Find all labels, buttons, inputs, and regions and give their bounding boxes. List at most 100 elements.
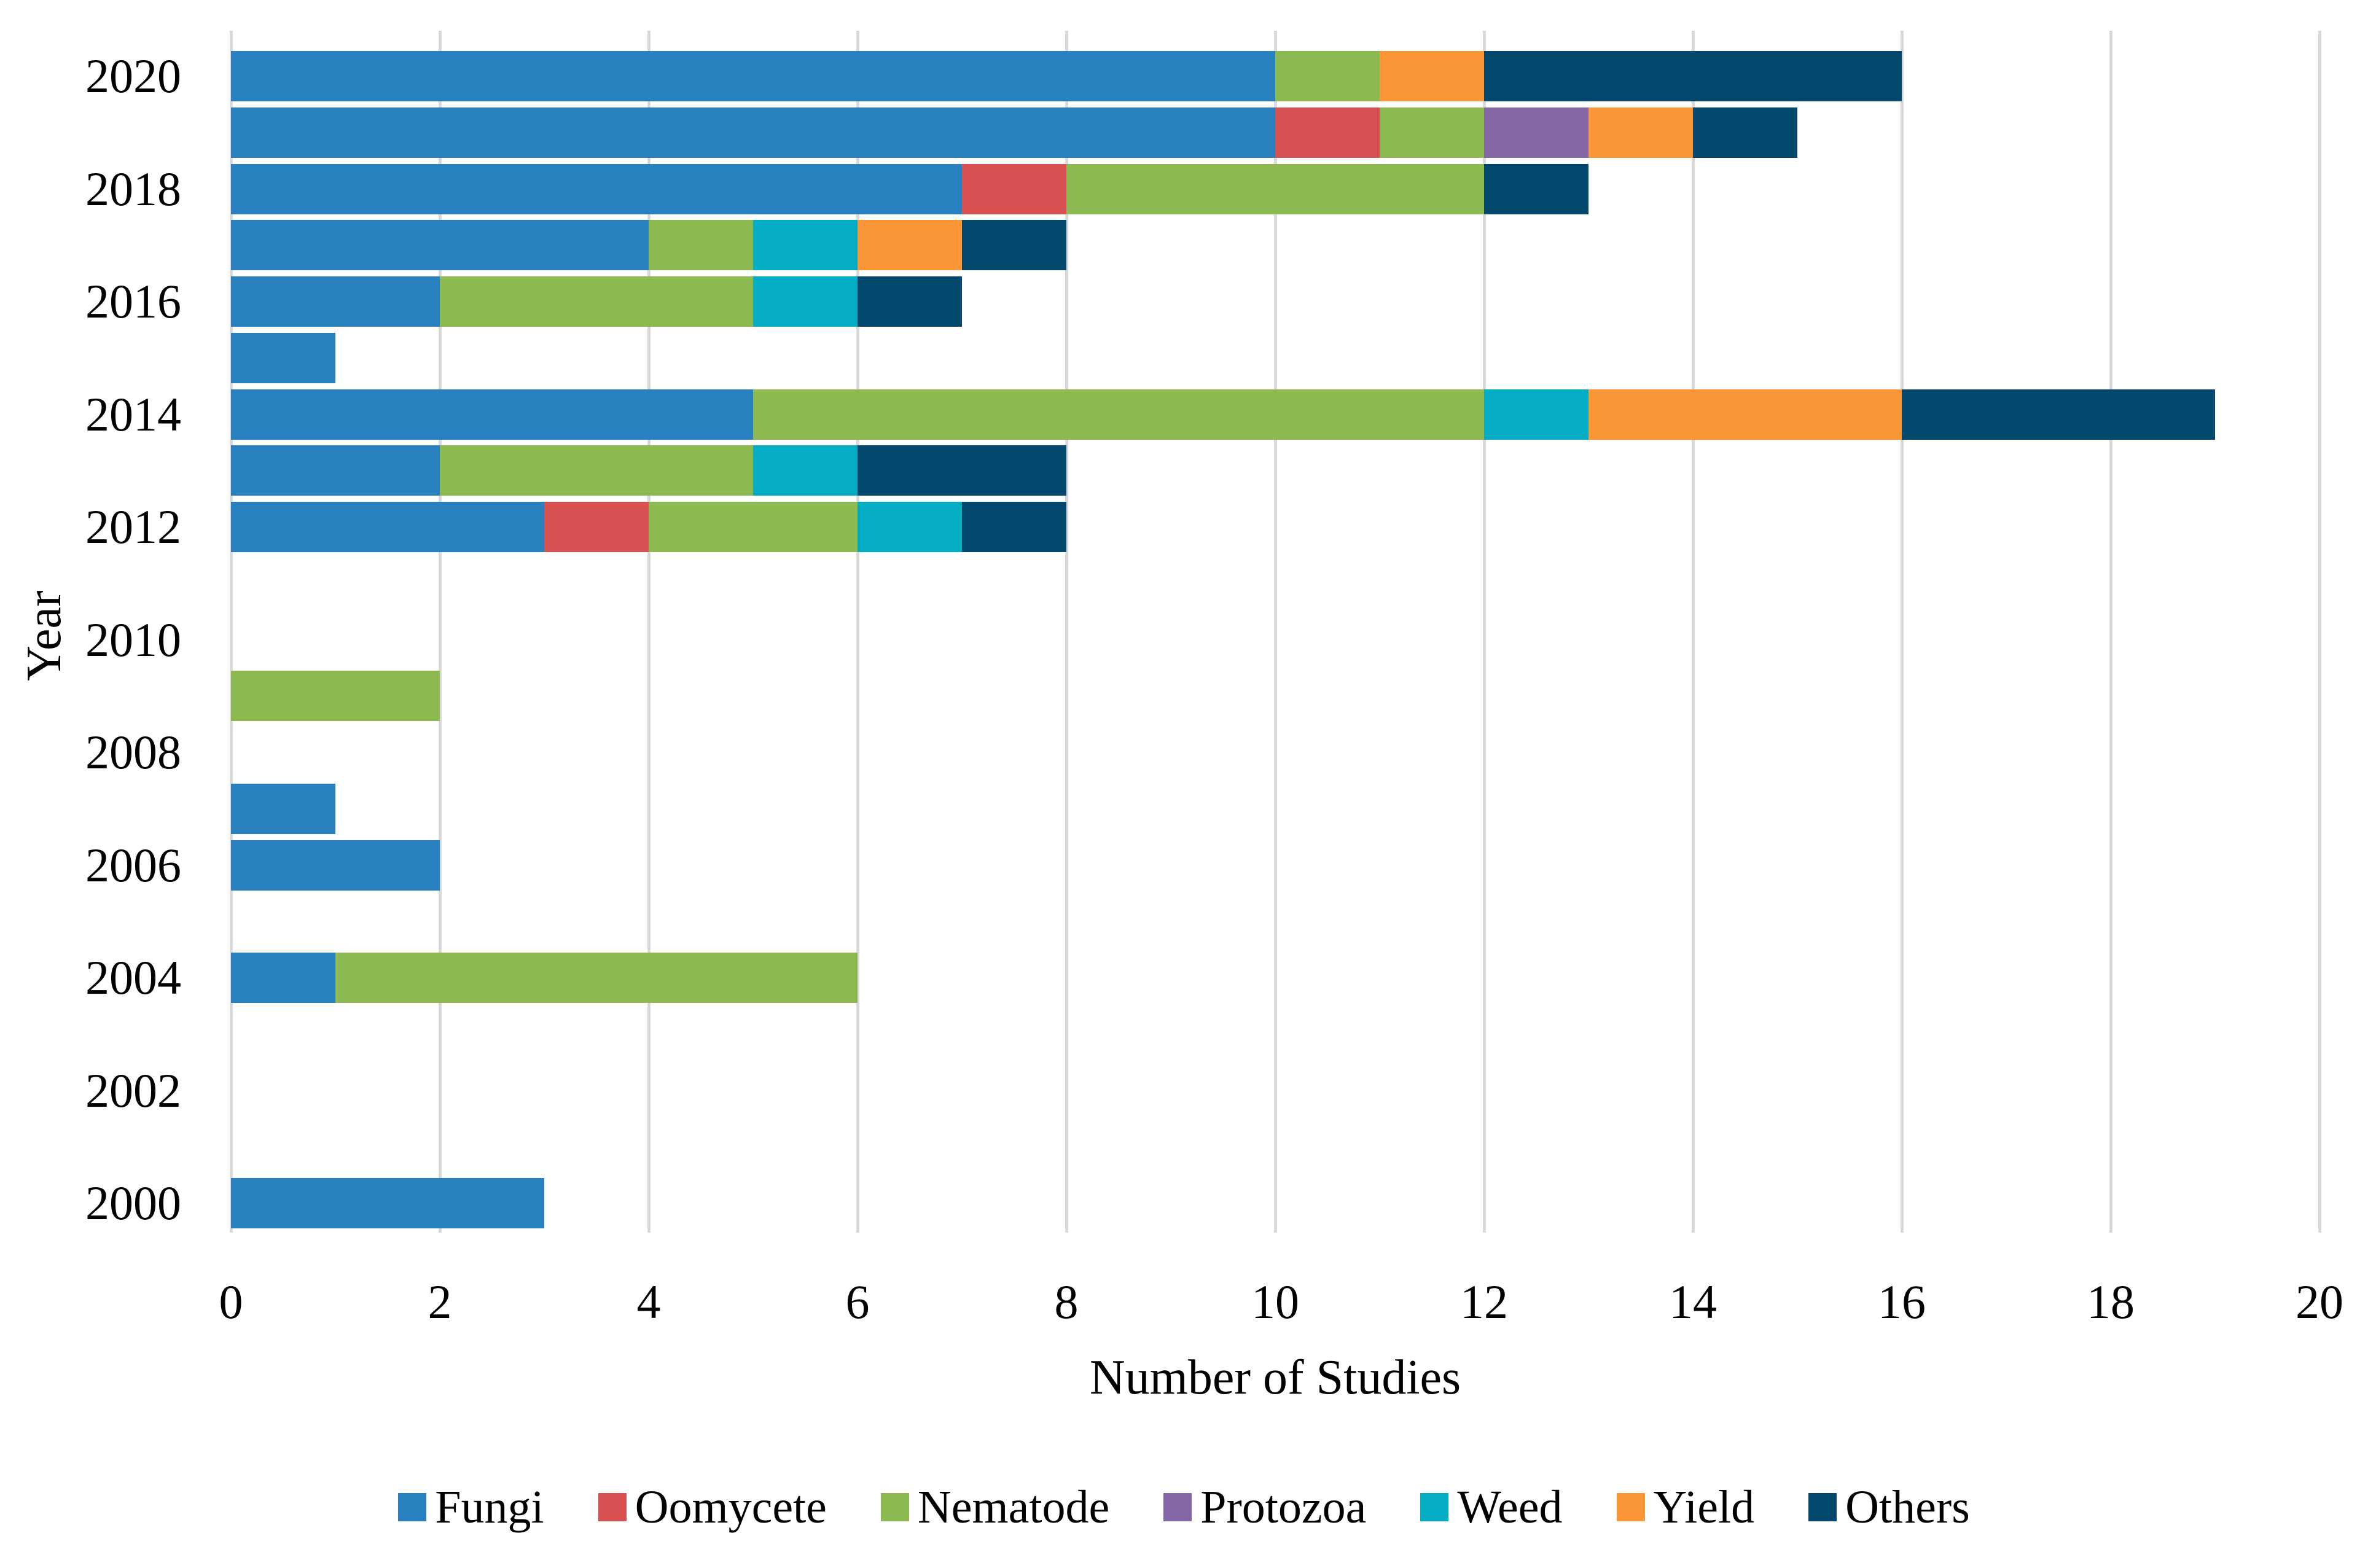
- legend-swatch-icon: [598, 1493, 627, 1521]
- y-tick-label-2004: 2004: [85, 951, 181, 1005]
- x-tick-label-12: 12: [1460, 1275, 1508, 1328]
- bar-row-2000: [231, 1178, 544, 1229]
- gridline-x-20: [2318, 31, 2321, 1233]
- bar-segment-2019-oomycete: [1275, 107, 1380, 158]
- bar-segment-2018-nematode: [1066, 163, 1484, 214]
- bar-segment-2019-nematode: [1380, 107, 1484, 158]
- legend: Fungi Oomycete Nematode Protozoa Weed Yield Ot…: [0, 1479, 2368, 1535]
- y-tick-label-2000: 2000: [85, 1176, 181, 1230]
- bar-segment-2018-others: [1484, 163, 1588, 214]
- bar-row-2019: [231, 107, 1797, 158]
- bar-row-2009: [231, 671, 440, 722]
- bar-segment-2007-fungi: [231, 784, 335, 834]
- legend-swatch-icon: [1163, 1493, 1192, 1521]
- gridline-x-8: [1065, 31, 1068, 1233]
- y-tick-label-2020: 2020: [85, 49, 181, 103]
- bar-segment-2013-others: [858, 445, 1066, 496]
- plot-area: [229, 31, 2321, 1233]
- bar-segment-2019-yield: [1588, 107, 1693, 158]
- bar-segment-2017-yield: [858, 220, 962, 271]
- bar-segment-2017-weed: [753, 220, 858, 271]
- bar-segment-2014-yield: [1588, 389, 1902, 440]
- bar-segment-2000-fungi: [231, 1178, 544, 1229]
- y-tick-label-2010: 2010: [85, 612, 181, 666]
- x-tick-label-4: 4: [636, 1275, 661, 1328]
- bar-segment-2018-fungi: [231, 163, 962, 214]
- x-tick-label-20: 20: [2296, 1275, 2343, 1328]
- gridline-x-16: [1900, 31, 1904, 1233]
- bar-row-2016: [231, 276, 962, 327]
- bar-row-2012: [231, 502, 1066, 553]
- legend-item-others: Others: [1808, 1479, 1970, 1535]
- y-tick-label-2006: 2006: [85, 838, 181, 892]
- bar-segment-2017-fungi: [231, 220, 649, 271]
- bar-segment-2017-others: [962, 220, 1066, 271]
- bar-segment-2017-nematode: [649, 220, 753, 271]
- bar-segment-2012-fungi: [231, 502, 544, 553]
- y-tick-label-2002: 2002: [85, 1063, 181, 1117]
- x-tick-label-2: 2: [428, 1275, 452, 1328]
- bar-segment-2012-nematode: [649, 502, 858, 553]
- bar-segment-2014-weed: [1484, 389, 1588, 440]
- bar-segment-2019-protozoa: [1484, 107, 1588, 158]
- y-tick-label-2016: 2016: [85, 275, 181, 329]
- gridline-x-6: [856, 31, 859, 1233]
- x-tick-label-16: 16: [1878, 1275, 1926, 1328]
- bar-segment-2014-others: [1902, 389, 2215, 440]
- bar-row-2006: [231, 840, 440, 891]
- bar-row-2007: [231, 784, 335, 834]
- x-tick-label-14: 14: [1669, 1275, 1717, 1328]
- legend-label: Weed: [1457, 1481, 1563, 1533]
- legend-item-protozoa: Protozoa: [1163, 1479, 1366, 1535]
- bar-segment-2020-yield: [1380, 51, 1484, 101]
- y-tick-label-2014: 2014: [85, 387, 181, 441]
- bar-row-2018: [231, 163, 1588, 214]
- bar-segment-2016-fungi: [231, 276, 440, 327]
- legend-swatch-icon: [1808, 1493, 1837, 1521]
- bar-segment-2004-nematode: [335, 953, 858, 1004]
- bar-row-2020: [231, 51, 1902, 101]
- legend-swatch-icon: [1616, 1493, 1645, 1521]
- legend-label: Protozoa: [1200, 1481, 1367, 1533]
- bar-segment-2014-nematode: [753, 389, 1484, 440]
- bar-segment-2012-weed: [858, 502, 962, 553]
- bar-segment-2020-others: [1484, 51, 1902, 101]
- x-tick-label-6: 6: [845, 1275, 870, 1328]
- legend-item-weed: Weed: [1420, 1479, 1563, 1535]
- y-tick-label-2012: 2012: [85, 500, 181, 554]
- bar-row-2014: [231, 389, 2215, 440]
- bar-segment-2014-fungi: [231, 389, 753, 440]
- legend-label: Others: [1845, 1481, 1970, 1533]
- bar-row-2013: [231, 445, 1066, 496]
- bar-segment-2019-fungi: [231, 107, 1275, 158]
- x-axis-title: Number of Studies: [1089, 1351, 1461, 1405]
- gridline-x-14: [1691, 31, 1695, 1233]
- bar-segment-2020-nematode: [1275, 51, 1380, 101]
- gridline-x-12: [1482, 31, 1486, 1233]
- gridline-x-18: [2109, 31, 2112, 1233]
- y-tick-label-2018: 2018: [85, 162, 181, 216]
- x-tick-label-18: 18: [2087, 1275, 2135, 1328]
- legend-label: Fungi: [435, 1481, 544, 1533]
- legend-item-nematode: Nematode: [880, 1479, 1109, 1535]
- bar-segment-2020-fungi: [231, 51, 1275, 101]
- legend-label: Yield: [1653, 1481, 1755, 1533]
- bar-segment-2012-others: [962, 502, 1066, 553]
- legend-item-oomycete: Oomycete: [598, 1479, 827, 1535]
- bar-row-2015: [231, 332, 335, 383]
- y-tick-label-2008: 2008: [85, 725, 181, 779]
- bar-segment-2004-fungi: [231, 953, 335, 1004]
- bar-segment-2016-nematode: [440, 276, 753, 327]
- bar-row-2017: [231, 220, 1066, 271]
- bar-segment-2013-weed: [753, 445, 858, 496]
- legend-swatch-icon: [880, 1493, 909, 1521]
- bar-segment-2009-nematode: [231, 671, 440, 722]
- bar-segment-2016-others: [858, 276, 962, 327]
- x-tick-label-8: 8: [1054, 1275, 1079, 1328]
- bar-segment-2018-oomycete: [962, 163, 1066, 214]
- bar-segment-2013-nematode: [440, 445, 753, 496]
- bar-segment-2013-fungi: [231, 445, 440, 496]
- bar-segment-2012-oomycete: [544, 502, 649, 553]
- bar-row-2004: [231, 953, 858, 1004]
